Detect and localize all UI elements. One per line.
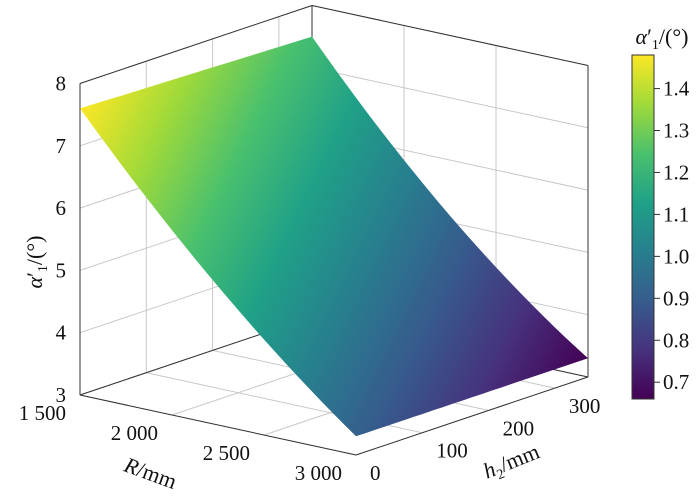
x-tick-label: 2 000 [111, 421, 158, 445]
z-tick-label: 6 [56, 196, 67, 220]
colorbar-tick-label: 1.4 [663, 77, 690, 101]
z-tick-label: 8 [56, 72, 67, 96]
colorbar-tick-label: 0.7 [663, 370, 689, 394]
colorbar-tick-label: 1.2 [663, 160, 689, 184]
grid-line-wall-right-z [311, 67, 589, 129]
colorbar-tick-label: 1.1 [663, 202, 689, 226]
colorbar-title: α′1/(°) [636, 24, 689, 53]
x-tick-label: 3 000 [295, 461, 342, 485]
surface-layer [80, 36, 588, 437]
surface-patch [80, 36, 588, 437]
colorbar-ticks: 0.7 0.8 0.9 1.0 1.1 1.2 1.3 1.4 [654, 77, 690, 394]
colorbar-gradient [631, 54, 655, 400]
z-tick-label: 5 [56, 258, 67, 282]
box-edge [79, 5, 313, 84]
colorbar-tick-label: 1.0 [663, 244, 689, 268]
y-tick-label: 200 [503, 416, 534, 440]
z-axis-label: α′1/(°) [22, 236, 51, 289]
colorbar: 0.7 0.8 0.9 1.0 1.1 1.2 1.3 1.4 α′1/(°) [631, 24, 690, 400]
y-tick-label: 100 [436, 439, 468, 463]
box-edge [355, 376, 589, 456]
axis-ticks: 3 4 5 6 7 8 1 500 2 000 2 500 3 000 0 100 200 300 [19, 72, 601, 486]
colorbar-tick-label: 0.8 [663, 328, 689, 352]
x-tick-label: 1 500 [19, 401, 66, 425]
z-tick-label: 7 [56, 134, 67, 158]
colorbar-tick-label: 0.9 [663, 286, 689, 310]
y-axis-label: h2/mm [479, 439, 544, 488]
colorbar-tick-label: 1.3 [663, 119, 689, 143]
y-tick-label: 0 [370, 461, 381, 485]
box-edge [311, 4, 589, 66]
x-axis-label: R/mm [120, 452, 180, 494]
y-tick-label: 300 [569, 394, 601, 418]
z-tick-label: 3 [56, 383, 67, 407]
box-edge [79, 394, 357, 456]
z-tick-label: 4 [56, 321, 67, 345]
x-tick-label: 2 500 [203, 441, 250, 465]
